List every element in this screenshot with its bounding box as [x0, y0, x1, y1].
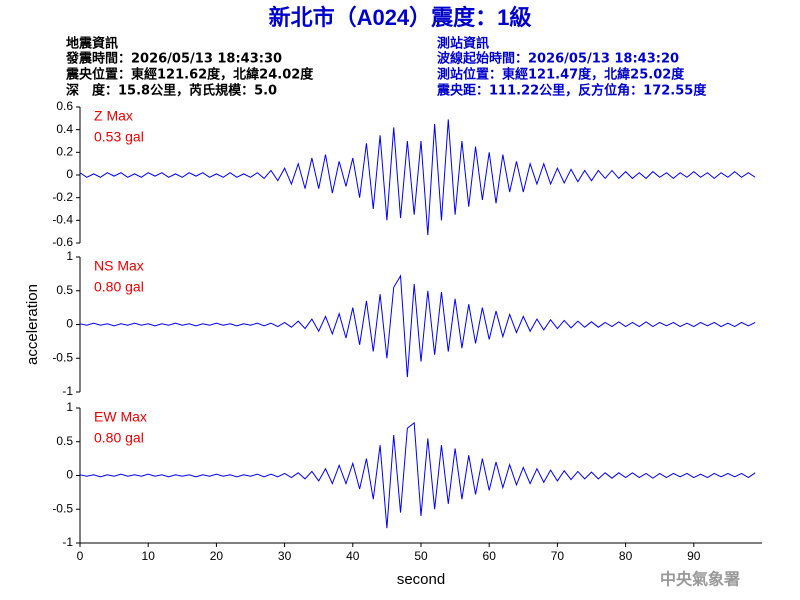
y-tick-label: 0.2	[56, 145, 73, 159]
panel-label: NS Max	[94, 258, 144, 274]
x-tick-label: 20	[210, 549, 224, 563]
x-tick-label: 90	[687, 549, 701, 563]
waveform	[79, 119, 756, 236]
y-tick-label: 1	[66, 400, 73, 414]
x-tick-label: 60	[483, 549, 497, 563]
info-line: 地震資訊	[66, 36, 118, 52]
panel-max: 0.80 gal	[94, 279, 144, 295]
panel-max: 0.53 gal	[94, 129, 144, 145]
x-tick-label: 50	[414, 549, 428, 563]
y-tick-label: 0.5	[56, 283, 73, 297]
y-tick-label: 0.5	[56, 434, 73, 448]
x-tick-label: 80	[619, 549, 633, 563]
y-tick-label: 0	[66, 167, 73, 181]
y-tick-label: -1	[62, 535, 73, 549]
panel-label: EW Max	[94, 409, 147, 425]
x-tick-label: 10	[142, 549, 156, 563]
x-tick-label: 0	[77, 549, 84, 563]
x-axis-label: second	[397, 571, 445, 588]
y-tick-label: -1	[62, 384, 73, 398]
chart-title: 新北市（A024）震度：1級	[269, 5, 532, 30]
y-axis-label: acceleration	[24, 284, 41, 365]
info-line: 發震時間：2026/05/13 18:43:30	[65, 51, 282, 67]
info-line: 震央位置：東經121.62度，北緯24.02度	[65, 67, 314, 83]
y-tick-label: 0	[66, 468, 73, 482]
panel-max: 0.80 gal	[94, 430, 144, 446]
y-tick-label: -0.6	[52, 235, 73, 249]
y-tick-label: 0.6	[56, 99, 73, 113]
panel-label: Z Max	[94, 108, 133, 124]
watermark: 中央氣象署	[660, 570, 740, 589]
y-tick-label: -0.5	[52, 501, 73, 515]
waveform	[79, 421, 756, 529]
y-tick-label: -0.4	[52, 213, 73, 227]
x-tick-label: 70	[551, 549, 565, 563]
x-tick-label: 30	[278, 549, 292, 563]
y-tick-label: -0.2	[52, 190, 73, 204]
info-line: 震央距：111.22公里，反方位角：172.55度	[436, 83, 707, 99]
info-line: 測站資訊	[437, 36, 489, 52]
info-line: 波線起始時間：2026/05/13 18:43:20	[437, 51, 679, 67]
y-tick-label: 0.4	[56, 122, 73, 136]
info-line: 深 度：15.8公里，芮氏規模：5.0	[66, 83, 277, 99]
x-tick-label: 40	[346, 549, 360, 563]
y-tick-label: 0	[66, 317, 73, 331]
y-tick-label: -0.5	[52, 350, 73, 364]
info-line: 測站位置：東經121.47度，北緯25.02度	[437, 67, 685, 83]
waveform	[79, 274, 756, 378]
y-tick-label: 1	[66, 249, 73, 263]
